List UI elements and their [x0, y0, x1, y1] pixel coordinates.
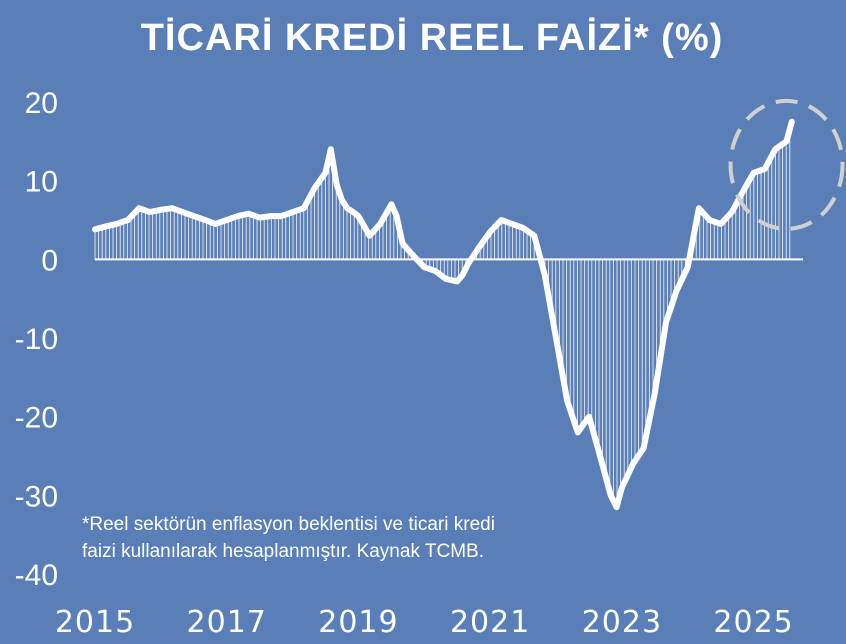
y-tick-label: 20: [25, 87, 58, 120]
y-tick-label: 10: [25, 166, 58, 199]
series-line: [92, 118, 795, 511]
y-tick-label: -30: [15, 480, 58, 513]
x-tick-label: 2023: [582, 605, 662, 640]
x-tick-label: 2025: [713, 605, 793, 640]
y-tick-label: -20: [15, 402, 58, 435]
y-axis-ticks: 20 10 0 -10 -20 -30 -40: [15, 87, 58, 592]
area-fill-lines: [94, 129, 791, 506]
highlight-circle: [728, 98, 845, 231]
y-tick-label: 0: [41, 244, 58, 277]
y-tick-label: -10: [15, 323, 58, 356]
x-tick-label: 2021: [450, 605, 530, 640]
x-axis-ticks: 2015 2017 2019 2021 2023 2025: [55, 605, 793, 640]
x-tick-label: 2019: [318, 605, 398, 640]
x-tick-label: 2017: [187, 605, 267, 640]
y-tick-label: -40: [15, 559, 58, 592]
footnote-line-1: *Reel sektörün enflasyon beklentisi ve t…: [82, 514, 495, 535]
footnote-line-2: faizi kullanılarak hesaplanmıştır. Kayna…: [82, 541, 484, 562]
chart-title: TİCARİ KREDİ REEL FAİZİ* (%): [141, 17, 724, 59]
x-tick-label: 2015: [55, 605, 135, 640]
